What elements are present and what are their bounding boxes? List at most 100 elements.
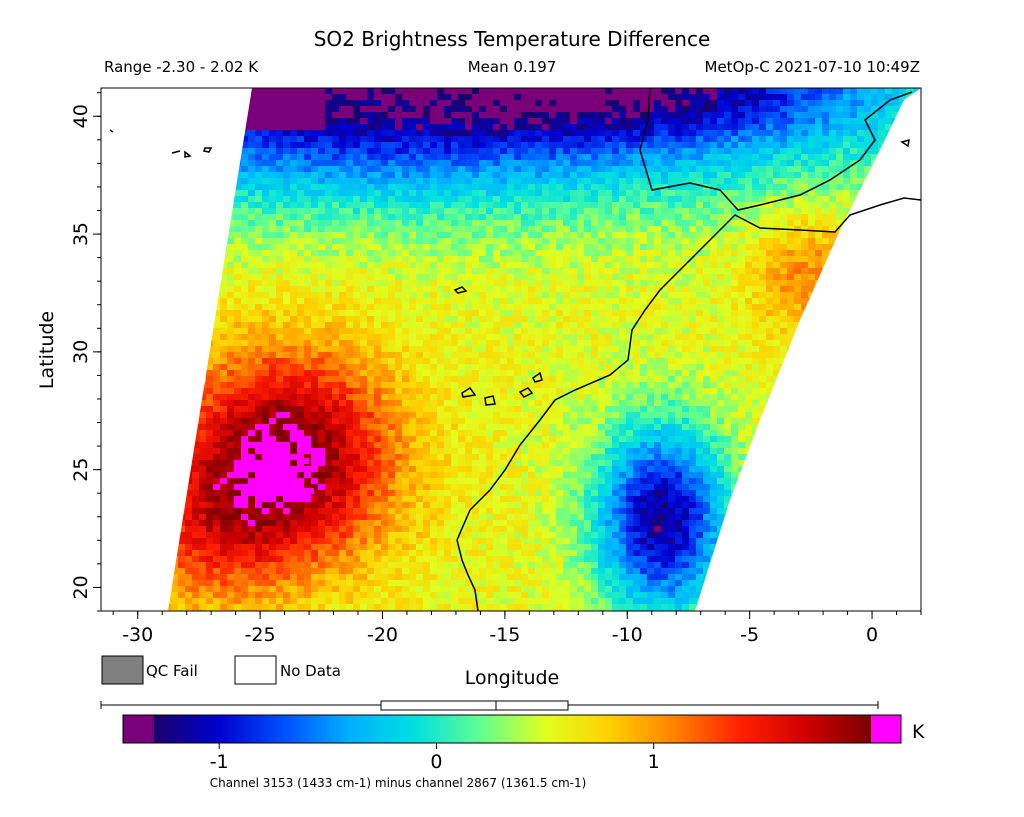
field-pixel	[479, 334, 487, 341]
field-pixel	[500, 136, 508, 143]
field-pixel	[402, 142, 410, 149]
field-pixel	[353, 238, 361, 245]
field-pixel	[262, 316, 270, 323]
field-pixel	[248, 292, 256, 299]
field-pixel	[241, 142, 249, 149]
field-pixel	[668, 154, 676, 161]
field-pixel	[479, 106, 487, 113]
field-pixel	[717, 136, 725, 143]
field-pixel	[717, 154, 725, 161]
field-pixel	[780, 286, 788, 293]
field-pixel	[472, 298, 480, 305]
field-pixel	[437, 154, 445, 161]
field-pixel	[885, 118, 893, 125]
field-pixel	[633, 100, 641, 107]
field-pixel	[458, 160, 466, 167]
field-pixel	[759, 250, 767, 257]
field-pixel	[304, 310, 312, 317]
field-pixel	[311, 94, 319, 101]
field-pixel	[745, 124, 753, 131]
field-pixel	[556, 334, 564, 341]
field-pixel	[738, 280, 746, 287]
field-pixel	[619, 280, 627, 287]
field-pixel	[395, 220, 403, 227]
field-pixel	[612, 178, 620, 185]
field-pixel	[787, 244, 795, 251]
field-pixel	[605, 160, 613, 167]
field-pixel	[682, 214, 690, 221]
field-pixel	[423, 334, 431, 341]
field-pixel	[717, 298, 725, 305]
field-pixel	[472, 130, 480, 137]
field-pixel	[416, 118, 424, 125]
field-pixel	[619, 94, 627, 101]
field-pixel	[759, 316, 767, 323]
field-pixel	[493, 208, 501, 215]
field-pixel	[626, 280, 634, 287]
field-pixel	[661, 142, 669, 149]
field-pixel	[325, 166, 333, 173]
field-pixel	[731, 292, 739, 299]
field-pixel	[528, 286, 536, 293]
field-pixel	[514, 94, 522, 101]
field-pixel	[605, 226, 613, 233]
field-pixel	[528, 142, 536, 149]
field-pixel	[752, 124, 760, 131]
field-pixel	[318, 334, 326, 341]
field-pixel	[794, 136, 802, 143]
field-pixel	[486, 280, 494, 287]
field-pixel	[304, 190, 312, 197]
field-pixel	[514, 256, 522, 263]
field-pixel	[521, 310, 529, 317]
field-pixel	[563, 310, 571, 317]
field-pixel	[906, 88, 914, 95]
field-pixel	[304, 274, 312, 281]
field-pixel	[290, 148, 298, 155]
field-pixel	[290, 262, 298, 269]
field-pixel	[752, 268, 760, 275]
field-pixel	[668, 328, 676, 335]
field-pixel	[661, 238, 669, 245]
field-pixel	[717, 166, 725, 173]
field-pixel	[374, 268, 382, 275]
field-pixel	[311, 166, 319, 173]
field-pixel	[633, 244, 641, 251]
field-pixel	[451, 220, 459, 227]
field-pixel	[507, 202, 515, 209]
field-pixel	[689, 214, 697, 221]
field-pixel	[318, 220, 326, 227]
field-pixel	[542, 124, 550, 131]
field-pixel	[640, 286, 648, 293]
field-pixel	[836, 106, 844, 113]
field-pixel	[626, 316, 634, 323]
field-pixel	[241, 196, 249, 203]
field-pixel	[381, 124, 389, 131]
field-pixel	[395, 268, 403, 275]
field-pixel	[318, 268, 326, 275]
field-pixel	[549, 124, 557, 131]
field-pixel	[290, 178, 298, 185]
field-pixel	[647, 316, 655, 323]
field-pixel	[605, 292, 613, 299]
field-pixel	[465, 334, 473, 341]
field-pixel	[262, 208, 270, 215]
field-pixel	[626, 214, 634, 221]
field-pixel	[794, 244, 802, 251]
field-pixel	[696, 118, 704, 125]
field-pixel	[500, 106, 508, 113]
field-pixel	[843, 118, 851, 125]
field-pixel	[556, 178, 564, 185]
field-pixel	[619, 172, 627, 179]
field-pixel	[248, 166, 256, 173]
field-pixel	[654, 214, 662, 221]
field-pixel	[773, 100, 781, 107]
field-pixel	[353, 190, 361, 197]
field-pixel	[444, 154, 452, 161]
field-pixel	[612, 214, 620, 221]
field-pixel	[710, 160, 718, 167]
field-pixel	[423, 280, 431, 287]
field-pixel	[227, 316, 235, 323]
field-pixel	[479, 196, 487, 203]
field-pixel	[780, 328, 788, 335]
field-pixel	[682, 226, 690, 233]
